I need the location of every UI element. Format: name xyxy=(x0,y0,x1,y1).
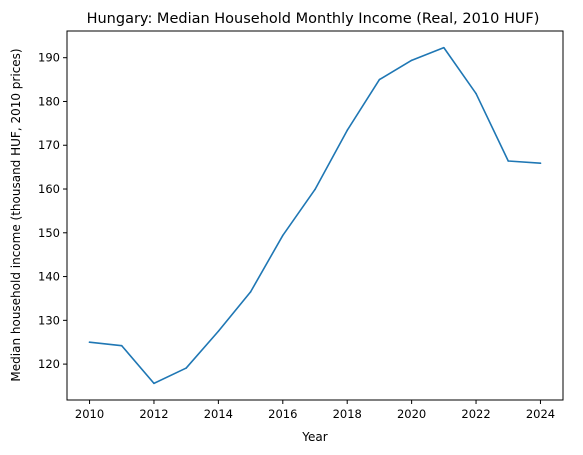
x-tick-label: 2010 xyxy=(75,407,104,421)
y-tick-label: 150 xyxy=(38,226,60,240)
y-tick-label: 130 xyxy=(38,313,60,327)
y-tick-label: 180 xyxy=(38,94,60,108)
y-tick-label: 190 xyxy=(38,51,60,65)
data-point xyxy=(539,162,542,164)
y-tick-label: 170 xyxy=(38,138,60,152)
plot-area: 2010 2012 2014 2016 2018 2020 2022 2024 1201301… xyxy=(38,30,564,421)
x-tick-label: 2018 xyxy=(333,407,362,421)
x-tick-label: 2024 xyxy=(526,407,555,421)
series-line-0 xyxy=(88,46,542,385)
y-axis: 120 130 140 150 160 170 180 190 xyxy=(38,51,67,371)
chart-title: Hungary: Median Household Monthly Income… xyxy=(87,11,540,27)
data-point xyxy=(88,341,91,344)
data-point xyxy=(443,46,445,49)
data-point xyxy=(120,344,123,347)
series-layer xyxy=(88,46,542,385)
data-point xyxy=(185,367,187,369)
data-point xyxy=(217,330,220,333)
data-point xyxy=(346,129,349,132)
y-tick-label: 140 xyxy=(38,270,60,284)
x-axis-label: Year xyxy=(301,430,327,444)
data-point xyxy=(378,78,381,81)
data-point xyxy=(475,92,477,95)
data-point xyxy=(314,188,316,191)
y-axis-label: Median household income (thousand HUF, 2… xyxy=(9,48,23,381)
data-point xyxy=(410,59,413,62)
data-point xyxy=(507,160,510,162)
x-tick-label: 2020 xyxy=(397,407,426,421)
x-tick-label: 2016 xyxy=(268,407,297,421)
x-axis: 2010 2012 2014 2016 2018 2020 2022 2024 xyxy=(75,400,555,421)
plot-frame xyxy=(66,30,564,401)
data-point xyxy=(281,234,284,237)
x-tick-label: 2012 xyxy=(139,407,168,421)
y-tick-label: 120 xyxy=(38,357,60,371)
x-tick-label: 2014 xyxy=(204,407,233,421)
data-point xyxy=(249,291,252,293)
y-tick-label: 160 xyxy=(38,182,60,196)
data-point xyxy=(153,382,155,385)
x-tick-label: 2022 xyxy=(461,407,490,421)
